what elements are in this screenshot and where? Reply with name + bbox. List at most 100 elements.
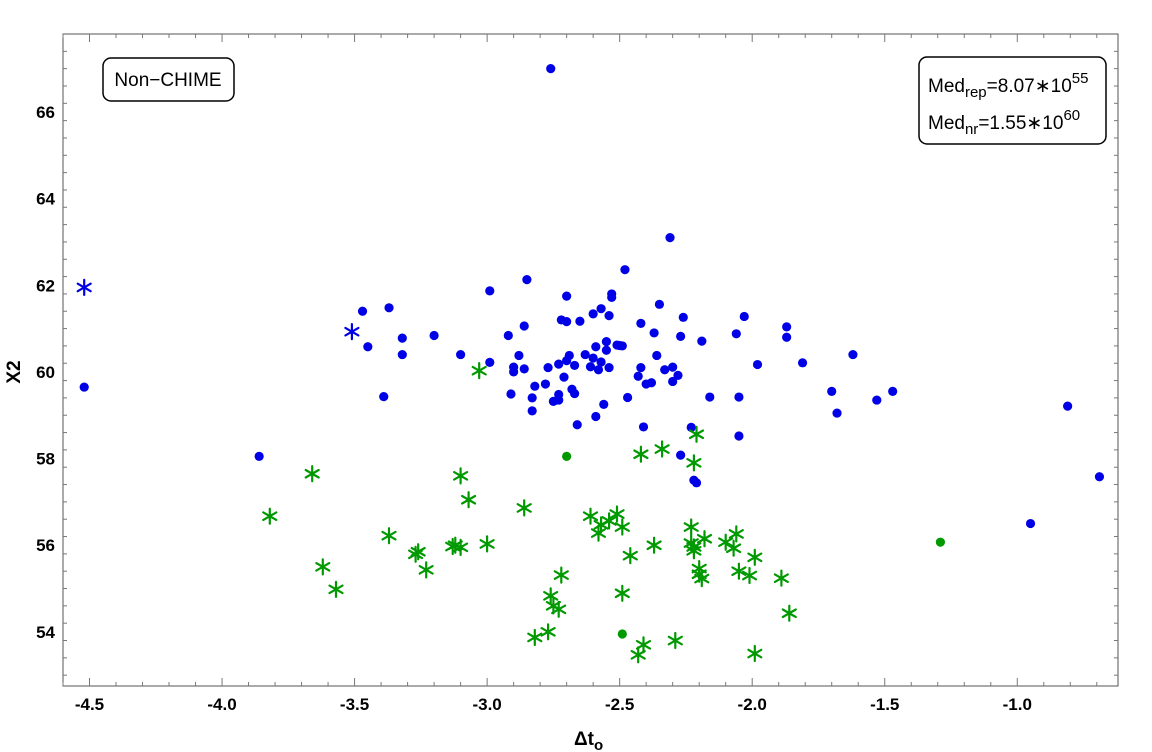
- data-point-circle: [384, 303, 394, 313]
- data-point-circle: [935, 537, 945, 547]
- data-point-circle: [782, 332, 792, 342]
- data-point-star: [471, 362, 487, 380]
- data-point-circle: [652, 350, 662, 361]
- data-point-star: [262, 507, 278, 525]
- data-point-circle: [429, 330, 439, 341]
- dataset-label: Non−CHIME: [114, 70, 221, 91]
- data-point-circle: [604, 310, 614, 321]
- data-point-circle: [562, 317, 572, 327]
- data-point-circle: [697, 336, 707, 346]
- data-point-star: [304, 465, 320, 483]
- data-point-circle: [543, 362, 553, 373]
- data-point-circle: [588, 353, 598, 363]
- data-point-circle: [379, 392, 389, 402]
- data-point-circle: [734, 392, 744, 402]
- data-point-circle: [254, 451, 264, 461]
- data-point-star: [646, 536, 662, 554]
- data-point-star: [622, 547, 638, 565]
- median-box: Medrep=8.07∗1055 Mednr=1.55∗1060: [918, 56, 1107, 145]
- data-point-circle: [636, 362, 646, 373]
- data-point-circle: [397, 333, 407, 343]
- data-point-star: [726, 539, 742, 557]
- dataset-label-box: Non−CHIME: [102, 57, 235, 102]
- data-point-circle: [588, 309, 598, 319]
- data-point-circle: [676, 331, 686, 341]
- x-tick-label: -4.0: [207, 695, 236, 714]
- data-point-star: [461, 491, 477, 509]
- data-point-star: [683, 518, 699, 536]
- data-point-circle: [665, 233, 675, 243]
- data-point-star: [688, 425, 705, 443]
- data-point-star: [633, 445, 649, 463]
- data-point-circle: [522, 275, 532, 285]
- data-point-circle: [638, 422, 649, 432]
- y-tick-label: 54: [36, 623, 55, 642]
- data-point-circle: [596, 357, 606, 367]
- data-point-star: [728, 525, 744, 543]
- data-point-circle: [554, 359, 564, 369]
- y-tick-label: 58: [36, 450, 55, 469]
- data-point-circle: [649, 328, 659, 338]
- data-point-star: [551, 600, 567, 618]
- data-point-star: [479, 535, 495, 553]
- data-point-star: [553, 566, 569, 584]
- data-point-star: [453, 538, 469, 556]
- data-point-circle: [872, 395, 882, 405]
- data-point-star: [747, 644, 763, 663]
- data-point-star: [601, 512, 617, 530]
- data-point-circle: [572, 420, 582, 430]
- data-point-circle: [503, 330, 513, 341]
- x-tick-label: -1.5: [870, 695, 899, 714]
- axis-ticks: [62, 34, 1118, 686]
- y-tick-label: 56: [36, 536, 55, 555]
- data-point-circle: [1063, 401, 1073, 411]
- data-point-star: [381, 527, 397, 545]
- data-point-circle: [604, 362, 614, 373]
- x-tick-label: -3.0: [472, 695, 501, 714]
- y-tick-label: 62: [36, 276, 55, 295]
- y-tick-label: 66: [36, 103, 55, 122]
- data-point-circle: [752, 359, 763, 370]
- y-tick-label: 60: [36, 363, 55, 382]
- data-point-star: [742, 566, 758, 585]
- data-point-star: [543, 587, 559, 605]
- data-point-star: [609, 505, 625, 523]
- data-point-circle: [599, 399, 609, 410]
- data-point-circle: [575, 316, 585, 326]
- data-point-star: [453, 467, 469, 485]
- data-point-star: [667, 631, 683, 650]
- data-point-circle: [607, 289, 617, 299]
- data-point-circle: [617, 341, 627, 351]
- data-point-circle: [596, 304, 606, 314]
- data-point-circle: [569, 360, 580, 371]
- data-point-circle: [1025, 518, 1036, 529]
- data-point-circle: [646, 378, 657, 388]
- data-point-star: [344, 323, 360, 341]
- data-point-circle: [363, 342, 373, 352]
- x-tick-label: -3.5: [340, 695, 369, 714]
- y-axis-label: X2: [4, 360, 25, 383]
- data-point-circle: [1094, 472, 1105, 482]
- data-point-circle: [456, 349, 466, 360]
- data-point-circle: [676, 450, 686, 460]
- data-point-circle: [580, 349, 590, 360]
- data-point-circle: [562, 291, 572, 301]
- data-point-circle: [848, 349, 858, 360]
- data-point-star: [527, 628, 543, 647]
- data-point-star: [76, 278, 92, 296]
- data-point-circle: [620, 265, 630, 275]
- data-point-circle: [601, 336, 612, 347]
- data-point-star: [747, 548, 763, 566]
- data-point-circle: [705, 392, 715, 402]
- x-tick-label: -1.0: [1003, 695, 1032, 714]
- data-point-star: [781, 604, 797, 622]
- data-point-circle: [654, 299, 665, 309]
- x-tick-label: -2.5: [605, 695, 634, 714]
- data-point-circle: [623, 392, 633, 403]
- data-point-star: [590, 524, 606, 542]
- data-point-star: [696, 530, 713, 548]
- x-tick-label: -2.0: [738, 695, 767, 714]
- data-point-star: [731, 562, 747, 580]
- data-point-star: [686, 454, 702, 472]
